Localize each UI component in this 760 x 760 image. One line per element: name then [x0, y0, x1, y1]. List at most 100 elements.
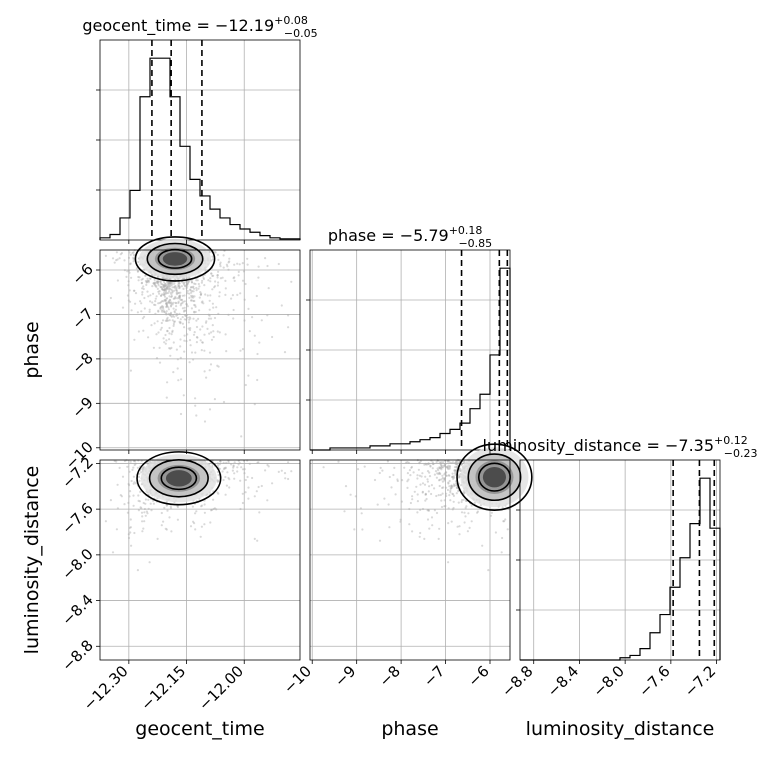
sample-point	[337, 460, 340, 463]
sample-point	[454, 461, 457, 464]
sample-point	[190, 294, 193, 297]
sample-point	[356, 468, 360, 471]
sample-point	[168, 281, 171, 284]
sample-point	[211, 274, 214, 277]
sample-point	[149, 502, 152, 505]
sample-point	[448, 479, 451, 483]
sample-point	[188, 339, 192, 342]
sample-point	[396, 479, 399, 483]
sample-point	[178, 285, 181, 288]
sample-point	[201, 341, 204, 344]
sample-point	[146, 462, 149, 465]
sample-point	[221, 276, 224, 279]
sample-point	[408, 523, 411, 526]
sample-point	[167, 306, 170, 309]
sample-point	[195, 286, 198, 290]
sample-point	[217, 473, 220, 477]
sample-point	[179, 298, 182, 301]
sample-point	[168, 282, 171, 285]
sample-point	[169, 282, 172, 285]
sample-point	[183, 326, 186, 329]
sample-point	[183, 334, 186, 337]
sample-point	[182, 394, 185, 397]
sample-point	[207, 313, 210, 316]
sample-point	[176, 316, 179, 320]
sample-point	[163, 506, 166, 509]
sample-point	[169, 506, 173, 510]
sample-point	[232, 317, 235, 320]
sample-point	[239, 479, 242, 482]
sample-point	[214, 280, 217, 283]
sample-point	[199, 339, 202, 342]
sample-point	[189, 327, 192, 330]
sample-point	[184, 284, 187, 287]
sample-point	[404, 461, 408, 464]
sample-point	[423, 483, 427, 486]
sample-point	[129, 253, 132, 256]
sample-point	[180, 302, 183, 305]
sample-point	[209, 317, 213, 320]
sample-point	[178, 282, 181, 285]
sample-point	[153, 282, 156, 285]
sample-point	[194, 404, 197, 407]
sample-point	[123, 459, 126, 463]
sample-point	[387, 503, 390, 506]
sample-point	[454, 463, 457, 466]
sample-point	[168, 281, 171, 284]
sample-point	[165, 303, 168, 306]
sample-point	[408, 469, 411, 472]
sample-point	[426, 518, 430, 521]
sample-point	[190, 299, 193, 302]
sample-point	[183, 339, 186, 342]
sample-point	[111, 551, 115, 554]
sample-point	[241, 501, 244, 505]
sample-point	[200, 349, 203, 352]
sample-point	[429, 465, 432, 468]
sample-point	[162, 520, 165, 523]
sample-point	[266, 264, 269, 268]
sample-point	[457, 475, 461, 478]
sample-point	[267, 465, 270, 468]
sample-point	[224, 279, 227, 282]
sample-point	[438, 471, 441, 474]
sample-point	[187, 280, 190, 283]
sample-point	[164, 342, 167, 345]
sample-point	[167, 301, 170, 304]
sample-point	[146, 512, 149, 515]
sample-point	[233, 263, 236, 266]
sample-point	[441, 480, 444, 483]
sample-point	[455, 466, 458, 469]
sample-point	[449, 489, 452, 492]
sample-point	[154, 281, 157, 285]
sample-point	[271, 482, 274, 485]
sample-point	[205, 376, 208, 379]
histogram-geocent_time	[99, 57, 301, 240]
sample-point	[202, 277, 205, 281]
sample-point	[399, 518, 402, 521]
sample-point	[147, 507, 150, 510]
sample-point	[170, 295, 173, 299]
sample-point	[165, 287, 168, 290]
sample-point	[166, 509, 169, 512]
sample-point	[163, 284, 166, 287]
y-tick-label: −8.8	[58, 636, 96, 674]
sample-point	[441, 492, 444, 495]
sample-point	[170, 304, 173, 307]
sample-point	[450, 486, 453, 489]
sample-point	[170, 284, 173, 287]
x-axis-label-geocent-time: geocent_time	[135, 718, 264, 740]
sample-point	[137, 330, 140, 333]
sample-point	[445, 474, 448, 477]
sample-point	[149, 294, 152, 297]
sample-point	[193, 310, 196, 313]
sample-point	[452, 477, 455, 480]
ld-phase-contour	[467, 453, 522, 502]
sample-point	[178, 295, 181, 298]
sample-point	[168, 298, 171, 301]
sample-point	[253, 537, 256, 541]
sample-point	[196, 336, 199, 339]
sample-point	[119, 494, 122, 497]
sample-point	[116, 258, 119, 261]
sample-point	[159, 307, 162, 310]
sample-point	[163, 288, 166, 292]
